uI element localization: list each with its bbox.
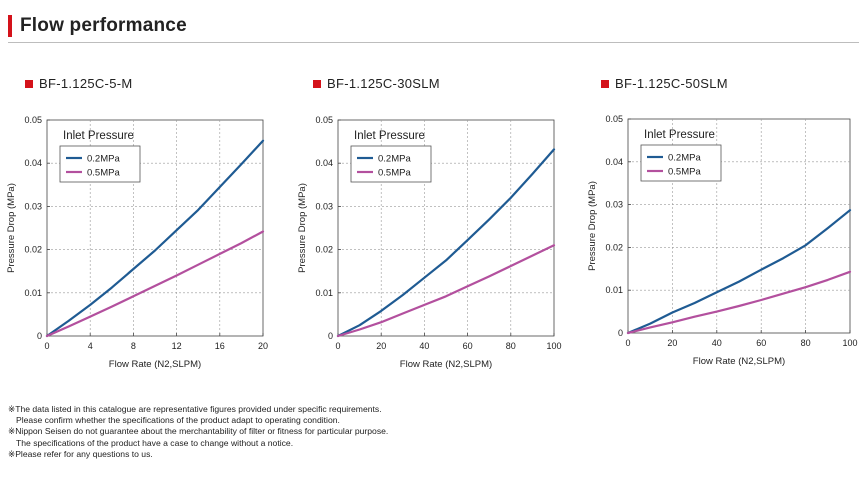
y-axis-label: Pressure Drop (MPa) xyxy=(587,181,598,271)
series-line-0.2MPa xyxy=(336,148,556,338)
series-line-0.5MPa xyxy=(45,230,265,338)
series-line-0.5MPa xyxy=(626,270,852,335)
y-tick-label: 0.05 xyxy=(315,115,333,125)
legend-entry: 0.2MPa xyxy=(378,154,411,165)
chart-bf-5-m: 0 4 8 12 16 20 0 0.01 0.02 0.03 0.04 0.05 Flow Rate … xyxy=(6,115,268,370)
legend-entry: 0.5MPa xyxy=(87,168,120,179)
x-tick-label: 80 xyxy=(801,338,811,348)
title-marker-icon xyxy=(313,79,321,88)
note-line: ※The data listed in this catalogue are r… xyxy=(8,404,382,414)
x-tick-label: 0 xyxy=(335,341,340,351)
legend-title: Inlet Pressure xyxy=(644,129,715,141)
x-axis-label: Flow Rate (N2,SLPM) xyxy=(400,359,492,370)
x-tick-label: 16 xyxy=(215,341,225,351)
x-tick-label: 4 xyxy=(88,341,93,351)
note-line: Please confirm whether the specification… xyxy=(16,415,340,426)
chart-title-text: BF-1.125C-30SLM xyxy=(327,76,440,91)
chart-title-1: BF-1.125C-5-M xyxy=(25,76,132,91)
x-tick-label: 40 xyxy=(419,341,429,351)
note-line: ※Nippon Seisen do not guarantee about th… xyxy=(8,426,389,437)
y-tick-label: 0 xyxy=(37,331,42,341)
chart-title-3: BF-1.125C-50SLM xyxy=(601,76,728,91)
y-tick-label: 0.01 xyxy=(24,288,42,298)
x-axis-label: Flow Rate (N2,SLPM) xyxy=(109,359,201,370)
chart-bf-50slm: 0 20 40 60 80 100 0 0.01 0.02 0.03 0.04 0.05 Flow Ra… xyxy=(587,114,858,367)
x-tick-label: 100 xyxy=(546,341,561,351)
x-tick-label: 60 xyxy=(463,341,473,351)
y-tick-label: 0 xyxy=(618,328,623,338)
y-tick-label: 0.01 xyxy=(315,288,333,298)
header-accent-bar xyxy=(8,15,12,37)
title-marker-icon xyxy=(25,79,33,88)
section-header: Flow performance xyxy=(8,14,187,38)
disclaimer-notes: ※The data listed in this catalogue are r… xyxy=(8,404,388,460)
y-axis-label: Pressure Drop (MPa) xyxy=(6,183,17,273)
y-tick-label: 0.04 xyxy=(605,157,623,167)
note-line: The specifications of the product have a… xyxy=(16,437,294,448)
legend-box xyxy=(640,144,722,182)
y-axis-label: Pressure Drop (MPa) xyxy=(297,183,308,273)
x-tick-label: 20 xyxy=(258,341,268,351)
page-title: Flow performance xyxy=(20,15,187,36)
header-divider xyxy=(8,42,859,43)
x-tick-label: 0 xyxy=(44,341,49,351)
legend-entry: 0.5MPa xyxy=(668,167,701,178)
x-tick-label: 60 xyxy=(756,338,766,348)
y-tick-label: 0.03 xyxy=(315,201,333,211)
chart-title-text: BF-1.125C-5-M xyxy=(39,76,133,91)
x-axis-label: Flow Rate (N2,SLPM) xyxy=(693,356,785,367)
chart-title-2: BF-1.125C-30SLM xyxy=(313,76,440,91)
y-tick-label: 0.02 xyxy=(605,242,623,252)
x-tick-label: 20 xyxy=(667,338,677,348)
y-tick-label: 0.05 xyxy=(605,114,623,124)
x-tick-label: 40 xyxy=(712,338,722,348)
x-tick-label: 0 xyxy=(625,338,630,348)
y-tick-label: 0.01 xyxy=(605,285,623,295)
y-tick-label: 0.04 xyxy=(315,158,333,168)
y-tick-label: 0 xyxy=(328,331,333,341)
legend-entry: 0.2MPa xyxy=(87,154,120,165)
x-tick-label: 8 xyxy=(131,341,136,351)
title-marker-icon xyxy=(601,79,609,88)
legend-entry: 0.5MPa xyxy=(378,168,411,179)
x-tick-label: 80 xyxy=(506,341,516,351)
chart-title-text: BF-1.125C-50SLM xyxy=(615,76,728,91)
y-tick-label: 0.03 xyxy=(24,201,42,211)
series-line-0.2MPa xyxy=(626,209,852,335)
note-line: ※Please refer for any questions to us. xyxy=(8,448,153,459)
y-tick-label: 0.02 xyxy=(24,245,42,255)
legend-box xyxy=(350,145,432,183)
x-tick-label: 20 xyxy=(376,341,386,351)
y-tick-label: 0.04 xyxy=(24,158,42,168)
y-tick-label: 0.03 xyxy=(605,200,623,210)
chart-bf-30slm: 0 20 40 60 80 100 0 0.01 0.02 0.03 0.04 0.05 Flow Ra… xyxy=(297,115,562,370)
series-line-0.2MPa xyxy=(45,139,265,338)
y-tick-label: 0.02 xyxy=(315,245,333,255)
x-tick-label: 100 xyxy=(842,338,857,348)
legend-title: Inlet Pressure xyxy=(354,130,425,142)
legend-entry: 0.2MPa xyxy=(668,153,701,164)
y-tick-label: 0.05 xyxy=(24,115,42,125)
legend-box xyxy=(59,145,141,183)
x-tick-label: 12 xyxy=(172,341,182,351)
series-line-0.5MPa xyxy=(336,244,556,338)
legend-title: Inlet Pressure xyxy=(63,130,134,142)
